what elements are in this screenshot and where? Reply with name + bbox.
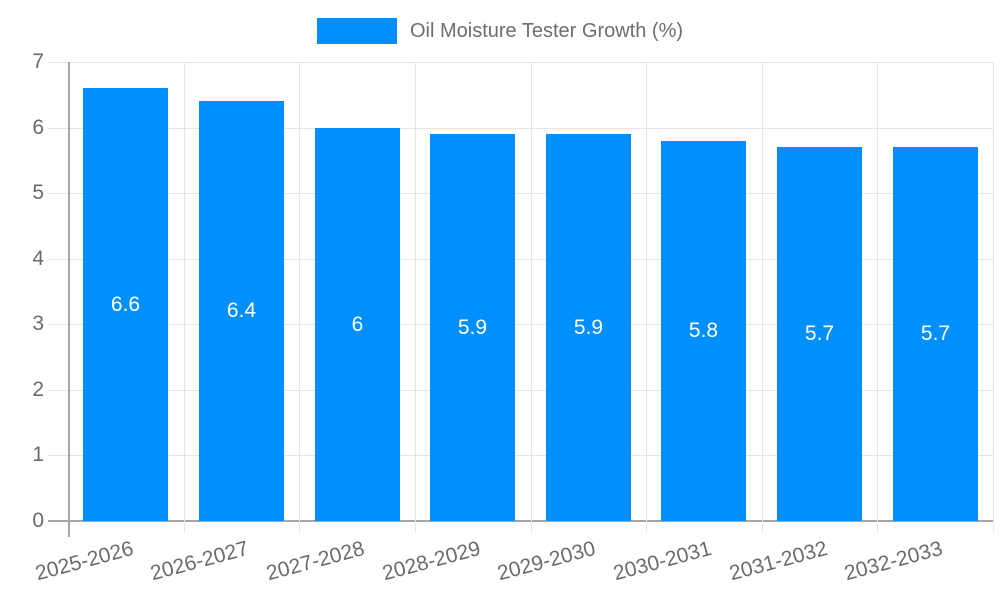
legend-swatch (316, 18, 397, 44)
bar-2027-2028[interactable]: 6 (315, 128, 400, 521)
bar-value-label: 5.9 (573, 315, 604, 339)
chart-legend[interactable]: Oil Moisture Tester Growth (%) (0, 17, 1000, 45)
gridline-vertical (299, 62, 300, 521)
y-axis-label: 2 (32, 378, 44, 401)
bar-value-label: 6 (351, 312, 364, 336)
x-axis-baseline (48, 520, 993, 522)
gridline-horizontal (48, 128, 993, 129)
x-axis-tick (877, 521, 878, 532)
bar-value-label: 5.9 (457, 315, 488, 339)
y-axis-label: 0 (32, 509, 44, 532)
y-axis-label: 7 (32, 50, 44, 73)
gridline-vertical (646, 62, 647, 521)
y-axis-line (68, 62, 70, 537)
gridline-vertical (762, 62, 763, 521)
gridline-horizontal (48, 390, 993, 391)
y-axis-label: 1 (32, 443, 44, 466)
x-axis-tick (184, 521, 185, 532)
bar-value-label: 5.7 (920, 322, 951, 345)
bar-2025-2026[interactable]: 6.6 (83, 88, 168, 521)
gridline-vertical (531, 62, 532, 521)
gridline-horizontal (48, 193, 993, 194)
bar-2030-2031[interactable]: 5.8 (661, 141, 746, 521)
gridline-vertical (415, 62, 416, 521)
gridline-horizontal (48, 259, 993, 260)
legend-label: Oil Moisture Tester Growth (%) (409, 19, 684, 42)
bar-value-label: 5.8 (688, 319, 719, 342)
x-axis-tick (299, 521, 300, 532)
y-axis-label: 5 (32, 181, 44, 204)
y-axis-label: 4 (32, 247, 44, 270)
x-axis-tick (415, 521, 416, 532)
bar-2031-2032[interactable]: 5.7 (777, 147, 862, 521)
gridline-vertical (993, 62, 994, 521)
x-axis-tick (646, 521, 647, 532)
y-axis-label: 3 (32, 312, 44, 335)
x-axis-tick (762, 521, 763, 532)
y-axis-label: 6 (32, 116, 44, 139)
gridline-vertical (877, 62, 878, 521)
gridline-vertical (184, 62, 185, 521)
bar-value-label: 6.4 (226, 299, 257, 322)
x-axis-tick (531, 521, 532, 532)
gridline-horizontal (48, 62, 993, 63)
bar-2028-2029[interactable]: 5.9 (430, 134, 515, 521)
gridline-horizontal (48, 455, 993, 456)
bar-2029-2030[interactable]: 5.9 (546, 134, 631, 521)
x-axis-tick (993, 521, 994, 532)
gridline-horizontal (48, 324, 993, 325)
bar-value-label: 5.7 (804, 322, 835, 345)
bar-value-label: 6.6 (110, 292, 141, 316)
bar-2026-2027[interactable]: 6.4 (199, 101, 284, 521)
bar-2032-2033[interactable]: 5.7 (893, 147, 978, 521)
